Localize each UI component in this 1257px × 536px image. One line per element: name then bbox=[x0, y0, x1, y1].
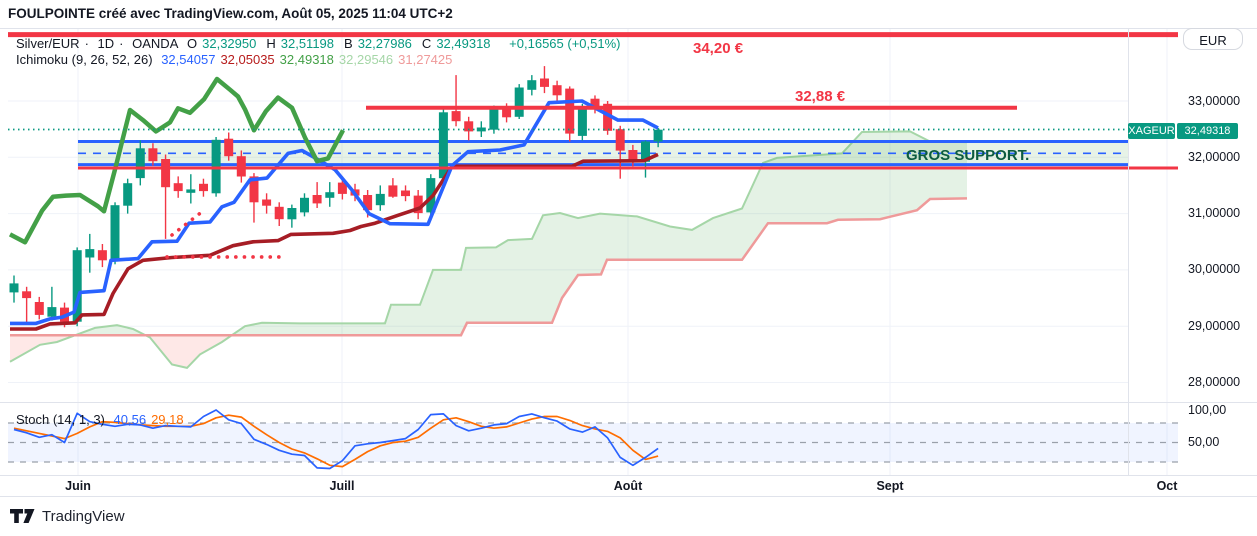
ichimoku-value-4: 31,27425 bbox=[398, 52, 453, 67]
price-axis-separator bbox=[1128, 28, 1129, 476]
ohlc-B: B 32,27986 bbox=[344, 36, 412, 51]
chart-title: FOULPOINTE créé avec TradingView.com, Ao… bbox=[8, 6, 453, 21]
price-tick-28: 28,00000 bbox=[1188, 375, 1241, 389]
annotation-gros-support[interactable]: GROS SUPPORT. bbox=[906, 147, 1030, 164]
ichimoku-values: 32,54057 32,05035 32,49318 32,29546 31,27425 bbox=[161, 52, 457, 67]
tradingview-brand-text[interactable]: TradingView bbox=[42, 508, 125, 525]
exchange: OANDA bbox=[132, 36, 179, 51]
time-tick-Sept: Sept bbox=[876, 479, 904, 493]
currency-button[interactable]: EUR bbox=[1183, 28, 1243, 50]
stoch-legend[interactable]: Stoch (14, 1, 3) 40,56 29,18 bbox=[16, 412, 194, 427]
stoch-tick-100: 100,00 bbox=[1188, 402, 1227, 417]
price-tick-32: 32,00000 bbox=[1188, 149, 1241, 164]
stoch-values: 40,56 29,18 bbox=[114, 412, 189, 427]
last-price-badge: 32,49318 bbox=[1177, 123, 1238, 139]
symbol-legend[interactable]: Silver/EUR · 1D · OANDA O 32,32950 H 32,51198… bbox=[16, 36, 621, 51]
time-tick-Août: Août bbox=[613, 479, 643, 493]
price-tick-29: 29,00000 bbox=[1188, 318, 1241, 333]
time-tick-Juill: Juill bbox=[329, 479, 355, 493]
footer: TradingView bbox=[10, 508, 125, 525]
ohlc-O: O 32,32950 bbox=[187, 36, 257, 51]
time-axis-separator bbox=[0, 475, 1257, 476]
interval[interactable]: 1D bbox=[97, 36, 115, 51]
price-tick-30: 30,00000 bbox=[1188, 262, 1241, 277]
stoch-tick-50: 50,00 bbox=[1188, 435, 1220, 449]
top-separator bbox=[0, 28, 1257, 29]
pane-separator[interactable] bbox=[0, 402, 1257, 403]
ohlc-H: H 32,51198 bbox=[266, 36, 335, 51]
price-tick-33: 33,00000 bbox=[1188, 93, 1241, 108]
annotation-resistance-34-20[interactable]: 34,20 € bbox=[693, 40, 744, 57]
ichimoku-value-0: 32,54057 bbox=[161, 52, 216, 67]
symbol-badge: XAGEUR bbox=[1128, 123, 1175, 139]
time-tick-Oct: Oct bbox=[1156, 479, 1178, 493]
ichimoku-value-2: 32,49318 bbox=[279, 52, 334, 67]
ohlc-values: O 32,32950 H 32,51198 B 32,27986 C 32,49318 bbox=[187, 36, 501, 51]
stoch-value-0: 40,56 bbox=[113, 412, 147, 427]
ichimoku-value-1: 32,05035 bbox=[220, 52, 275, 67]
stoch-name[interactable]: Stoch (14, 1, 3) bbox=[16, 412, 105, 427]
symbol-name[interactable]: Silver/EUR bbox=[16, 36, 80, 51]
stoch-value-1: 29,18 bbox=[151, 412, 184, 427]
bottom-separator bbox=[0, 496, 1257, 497]
ichimoku-name[interactable]: Ichimoku (9, 26, 52, 26) bbox=[16, 52, 153, 67]
annotation-resistance-32-88[interactable]: 32,88 € bbox=[795, 88, 846, 105]
tradingview-logo-icon[interactable] bbox=[10, 509, 35, 524]
price-tick-31: 31,00000 bbox=[1188, 206, 1241, 221]
ichimoku-legend[interactable]: Ichimoku (9, 26, 52, 26) 32,54057 32,0503… bbox=[16, 52, 462, 67]
ichimoku-value-3: 32,29546 bbox=[338, 52, 394, 67]
ohlc-C: C 32,49318 bbox=[421, 36, 491, 51]
change-value: +0,16565 (+0,51%) bbox=[509, 36, 621, 51]
time-tick-Juin: Juin bbox=[65, 479, 91, 493]
